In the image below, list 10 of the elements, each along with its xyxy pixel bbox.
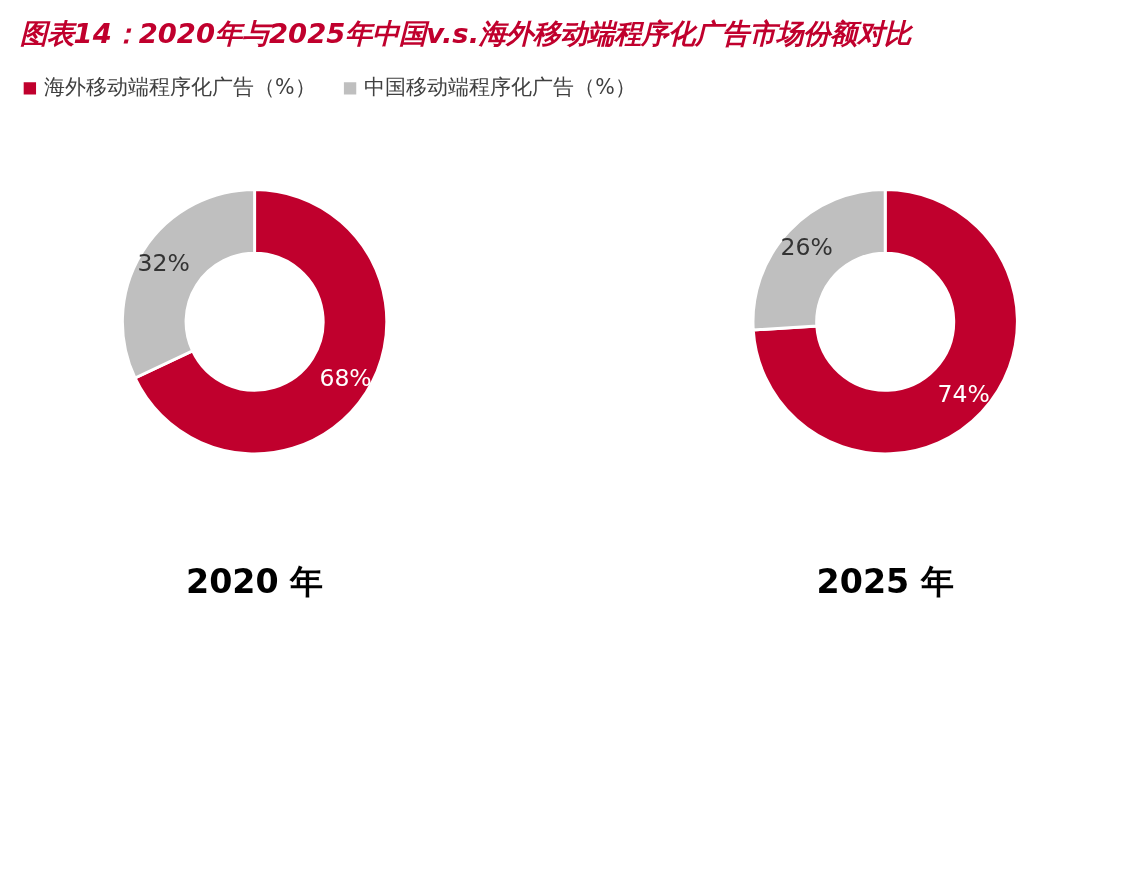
legend-label: 中国移动端程序化广告（%） [364, 75, 636, 100]
text: 2025 年 [816, 561, 954, 601]
chart-title: 图表14：2020年与2025年中国v.s.海外移动端程序化广告市场份额对比 [19, 17, 915, 49]
data-label: 26% [780, 232, 833, 261]
donut-slice [751, 188, 1019, 456]
legend-label: 海外移动端程序化广告（%） [44, 75, 316, 100]
data-label: 32% [137, 248, 190, 277]
data-label: 74% [937, 380, 990, 409]
data-label: 68% [319, 364, 372, 393]
text: 2020 年 [185, 561, 324, 601]
